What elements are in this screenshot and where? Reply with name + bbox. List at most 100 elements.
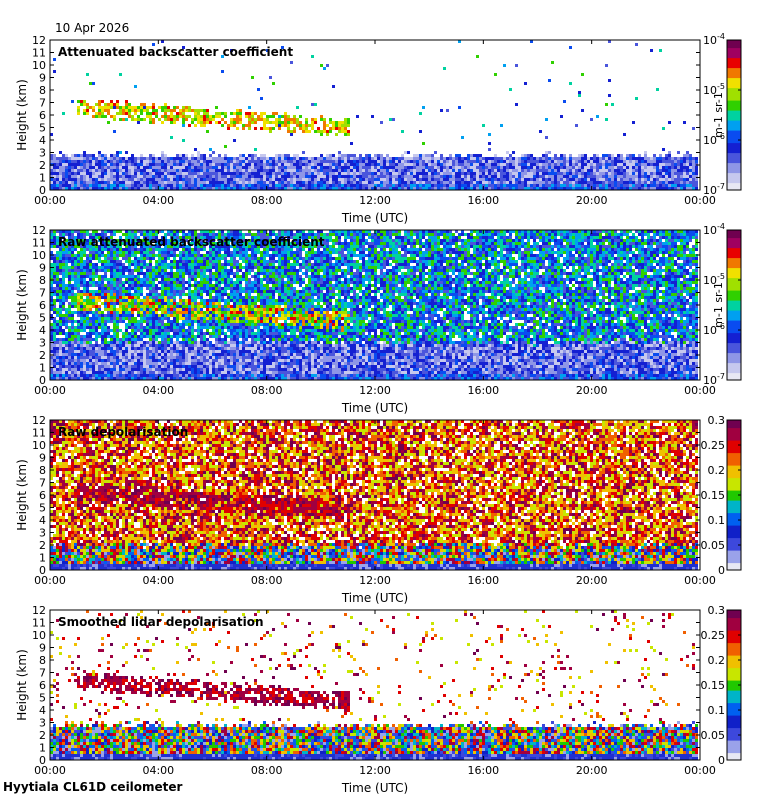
heatmap-cell xyxy=(107,293,110,296)
heatmap-cell xyxy=(527,172,530,175)
heatmap-cell xyxy=(569,184,572,187)
heatmap-cell xyxy=(431,169,434,172)
heatmap-cell xyxy=(158,377,161,380)
colorbar-swatch xyxy=(727,57,741,61)
heatmap-cell xyxy=(167,287,170,290)
heatmap-cell xyxy=(68,239,71,242)
heatmap-cell xyxy=(179,157,182,160)
heatmap-cell xyxy=(122,305,125,308)
heatmap-cell xyxy=(503,166,506,169)
heatmap-cell xyxy=(254,127,257,130)
heatmap-cell xyxy=(77,296,80,299)
heatmap-cell xyxy=(110,314,113,317)
heatmap-cell xyxy=(515,163,518,166)
heatmap-cell xyxy=(59,305,62,308)
heatmap-cell xyxy=(263,184,266,187)
heatmap-cell xyxy=(203,175,206,178)
heatmap-cell xyxy=(290,166,293,169)
heatmap-cell xyxy=(644,184,647,187)
heatmap-cell xyxy=(641,169,644,172)
heatmap-cell xyxy=(101,338,104,341)
heatmap-cell xyxy=(194,157,197,160)
heatmap-cell xyxy=(659,184,662,187)
heatmap-cell xyxy=(581,169,584,172)
heatmap-cell xyxy=(119,305,122,308)
heatmap-cell xyxy=(131,284,134,287)
heatmap-cell xyxy=(164,278,167,281)
heatmap-cell xyxy=(467,157,470,160)
heatmap-cell xyxy=(80,166,83,169)
heatmap-cell xyxy=(125,293,128,296)
heatmap-cell xyxy=(326,124,329,127)
heatmap-cell xyxy=(143,233,146,236)
heatmap-cell xyxy=(65,293,68,296)
heatmap-cell xyxy=(224,166,227,169)
heatmap-cell xyxy=(110,103,113,106)
heatmap-cell xyxy=(227,163,230,166)
heatmap-cell xyxy=(233,172,236,175)
heatmap-cell xyxy=(89,269,92,272)
heatmap-cell xyxy=(152,184,155,187)
heatmap-cell xyxy=(125,290,128,293)
heatmap-cell xyxy=(476,160,479,163)
heatmap-cell xyxy=(149,368,152,371)
heatmap-cell xyxy=(233,181,236,184)
heatmap-cell xyxy=(416,160,419,163)
heatmap-cell xyxy=(308,130,311,133)
heatmap-cell xyxy=(158,317,161,320)
heatmap-cell xyxy=(485,169,488,172)
heatmap-cell xyxy=(350,184,353,187)
heatmap-cell xyxy=(68,344,71,347)
heatmap-cell xyxy=(647,160,650,163)
heatmap-cell xyxy=(68,377,71,380)
heatmap-cell xyxy=(413,154,416,157)
heatmap-cell xyxy=(656,172,659,175)
heatmap-cell xyxy=(590,181,593,184)
heatmap-cell xyxy=(107,257,110,260)
heatmap-cell xyxy=(89,257,92,260)
heatmap-cell xyxy=(122,257,125,260)
heatmap-cell xyxy=(152,157,155,160)
heatmap-cell xyxy=(125,172,128,175)
heatmap-cell xyxy=(329,163,332,166)
heatmap-cell xyxy=(278,175,281,178)
heatmap-cell xyxy=(146,278,149,281)
heatmap-cell xyxy=(89,362,92,365)
heatmap-cell xyxy=(338,175,341,178)
heatmap-cell xyxy=(125,245,128,248)
heatmap-cell xyxy=(134,368,137,371)
heatmap-cell xyxy=(56,254,59,257)
heatmap-cell xyxy=(527,169,530,172)
heatmap-cell xyxy=(125,112,128,115)
heatmap-cell xyxy=(359,163,362,166)
heatmap-cell xyxy=(281,175,284,178)
heatmap-cell xyxy=(188,187,191,190)
heatmap-cell xyxy=(587,181,590,184)
heatmap-cell xyxy=(68,338,71,341)
heatmap-cell xyxy=(533,169,536,172)
heatmap-cell xyxy=(56,160,59,163)
heatmap-cell xyxy=(98,332,101,335)
heatmap-cell xyxy=(92,296,95,299)
heatmap-cell xyxy=(77,257,80,260)
heatmap-cell xyxy=(248,160,251,163)
heatmap-cell xyxy=(164,260,167,263)
heatmap-cell xyxy=(413,172,416,175)
heatmap-cell xyxy=(197,172,200,175)
heatmap-cell xyxy=(287,184,290,187)
heatmap-cell xyxy=(296,118,299,121)
heatmap-cell xyxy=(206,109,209,112)
heatmap-cell xyxy=(560,184,563,187)
heatmap-cell xyxy=(98,109,101,112)
heatmap-cell xyxy=(89,106,92,109)
heatmap-cell xyxy=(131,293,134,296)
heatmap-cell xyxy=(92,377,95,380)
heatmap-cell xyxy=(260,154,263,157)
heatmap-cell xyxy=(470,163,473,166)
heatmap-cell xyxy=(692,160,695,163)
heatmap-cell xyxy=(68,293,71,296)
heatmap-cell xyxy=(179,115,182,118)
heatmap-cell xyxy=(143,368,146,371)
heatmap-cell xyxy=(128,311,131,314)
heatmap-cell xyxy=(131,187,134,190)
